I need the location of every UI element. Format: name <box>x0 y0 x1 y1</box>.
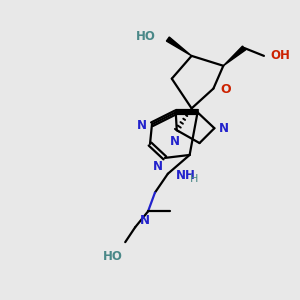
Polygon shape <box>167 37 192 56</box>
Text: N: N <box>219 122 230 135</box>
Text: N: N <box>140 214 150 227</box>
Polygon shape <box>223 46 246 66</box>
Text: N: N <box>153 160 163 173</box>
Text: N: N <box>137 119 147 132</box>
Text: OH: OH <box>270 50 290 62</box>
Text: H: H <box>190 174 198 184</box>
Text: N: N <box>170 135 180 148</box>
Text: NH: NH <box>176 169 196 182</box>
Text: HO: HO <box>103 250 123 263</box>
Text: HO: HO <box>136 30 156 43</box>
Text: O: O <box>220 83 231 96</box>
